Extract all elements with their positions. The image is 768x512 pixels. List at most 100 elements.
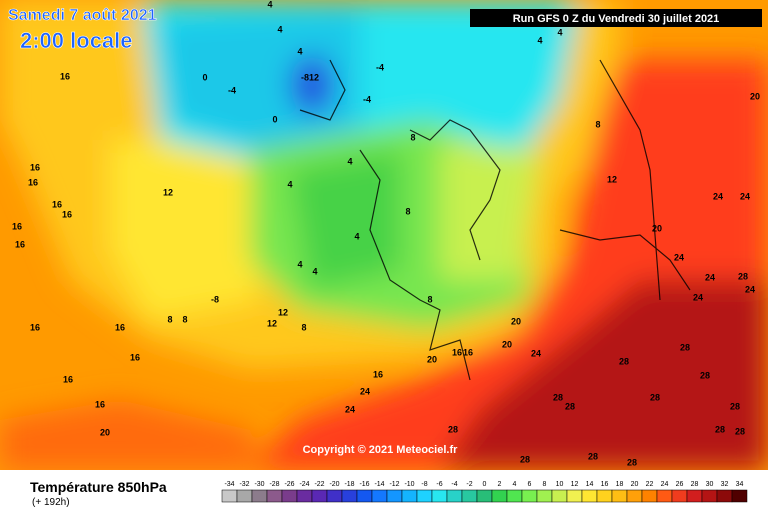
isotherm-label: 4 xyxy=(537,35,542,45)
scale-swatch xyxy=(296,489,313,503)
isotherm-label: -8 xyxy=(301,72,309,82)
isotherm-label: 24 xyxy=(674,252,684,262)
scale-swatch xyxy=(731,489,748,503)
scale-label: 8 xyxy=(543,481,547,488)
isotherm-label: 28 xyxy=(730,401,740,411)
scale-label: -34 xyxy=(224,481,234,488)
isotherm-label: 16 xyxy=(30,162,40,172)
time: 2:00 locale xyxy=(20,28,133,53)
isotherm-label: 0 xyxy=(202,72,207,82)
isotherm-label: 24 xyxy=(705,272,715,282)
scale-swatch xyxy=(566,489,583,503)
isotherm-label: 4 xyxy=(277,24,282,34)
run-info: Run GFS 0 Z du Vendredi 30 juillet 2021 xyxy=(513,13,720,25)
isotherm-label: 16 xyxy=(62,209,72,219)
scale-swatch xyxy=(311,489,328,503)
isotherm-label: 4 xyxy=(297,46,302,56)
scale-swatch xyxy=(431,489,448,503)
scale-label: -8 xyxy=(421,481,427,488)
isotherm-label: 16 xyxy=(373,369,383,379)
isotherm-label: 28 xyxy=(565,401,575,411)
scale-swatch xyxy=(656,489,673,503)
isotherm-label: 20 xyxy=(511,316,521,326)
isotherm-label: 8 xyxy=(405,206,410,216)
scale-label: 34 xyxy=(736,481,744,488)
isotherm-label: 12 xyxy=(267,318,277,328)
isotherm-label: 16 xyxy=(12,221,22,231)
isotherm-label: 24 xyxy=(713,191,723,201)
scale-swatch xyxy=(386,489,403,503)
scale-swatch xyxy=(491,489,508,503)
isotherm-label: 4 xyxy=(347,156,352,166)
color-scale: -34 -32 -30 -28 -26 -24 -22 -20 -18 -16 -14 -12 -10-… xyxy=(221,481,748,503)
isotherm-label: 4 xyxy=(297,259,302,269)
scale-swatch xyxy=(356,489,373,503)
scale-label: -26 xyxy=(284,481,294,488)
scale-label: -28 xyxy=(269,481,279,488)
isotherm-label: 24 xyxy=(693,292,703,302)
scale-label: 0 xyxy=(483,481,487,488)
isotherm-label: 20 xyxy=(100,427,110,437)
isotherm-label: 16 xyxy=(463,347,473,357)
scale-swatch xyxy=(686,489,703,503)
scale-swatch xyxy=(551,489,568,503)
scale-swatch xyxy=(266,489,283,503)
scale-label: 22 xyxy=(646,481,654,488)
copyright: Copyright © 2021 Meteociel.fr xyxy=(303,444,459,456)
isotherm-label: 8 xyxy=(410,132,415,142)
scale-swatch xyxy=(221,489,238,503)
isotherm-label: 28 xyxy=(520,454,530,464)
run-box xyxy=(470,9,762,27)
scale-swatch xyxy=(611,489,628,503)
isotherm-label: 28 xyxy=(650,392,660,402)
isotherm-label: 28 xyxy=(553,392,563,402)
scale-swatch xyxy=(626,489,643,503)
scale-swatch xyxy=(536,489,553,503)
isotherm-label: 20 xyxy=(427,354,437,364)
isotherm-label: -4 xyxy=(363,94,371,104)
isotherm-label: 0 xyxy=(272,114,277,124)
scale-swatch xyxy=(341,489,358,503)
isotherm-label: 20 xyxy=(502,339,512,349)
isotherm-label: 28 xyxy=(715,424,725,434)
isotherm-label: 24 xyxy=(345,404,355,414)
scale-label: 14 xyxy=(586,481,594,488)
isotherm-label: 28 xyxy=(448,424,458,434)
isotherm-label: 8 xyxy=(301,322,306,332)
isotherm-label: 4 xyxy=(354,231,359,241)
isotherm-label: -4 xyxy=(376,62,384,72)
scale-label: -6 xyxy=(436,481,442,488)
isotherm-label: 20 xyxy=(652,223,662,233)
scale-label: 6 xyxy=(528,481,532,488)
isotherm-label: 12 xyxy=(607,174,617,184)
scale-label: 30 xyxy=(706,481,714,488)
scale-swatch xyxy=(671,489,688,503)
isotherm-label: 16 xyxy=(95,399,105,409)
scale-label: -24 xyxy=(299,481,309,488)
scale-label: -10 xyxy=(404,481,414,488)
isotherm-label: 16 xyxy=(15,239,25,249)
isotherm-label: 16 xyxy=(130,352,140,362)
isotherm-label: 28 xyxy=(735,426,745,436)
scale-label: 28 xyxy=(691,481,699,488)
scale-label: -4 xyxy=(451,481,457,488)
isotherm-label: 4 xyxy=(287,179,292,189)
scale-swatch xyxy=(416,489,433,503)
isotherm-label: -4 xyxy=(228,85,236,95)
isotherm-label: 20 xyxy=(750,91,760,101)
isotherm-label: 28 xyxy=(738,271,748,281)
scale-swatch xyxy=(701,489,718,503)
scale-label: 10 xyxy=(556,481,564,488)
scale-label: 2 xyxy=(498,481,502,488)
scale-label: -2 xyxy=(466,481,472,488)
scale-swatch xyxy=(461,489,478,503)
isotherm-label: 28 xyxy=(700,370,710,380)
scale-swatch xyxy=(506,489,523,503)
date: Samedi 7 août 2021 xyxy=(8,7,157,24)
isotherm-label: 28 xyxy=(588,451,598,461)
scale-label: -20 xyxy=(329,481,339,488)
isotherm-label: 24 xyxy=(360,386,370,396)
footer-lead: (+ 192h) xyxy=(32,497,70,508)
isotherm-label: 16 xyxy=(60,71,70,81)
